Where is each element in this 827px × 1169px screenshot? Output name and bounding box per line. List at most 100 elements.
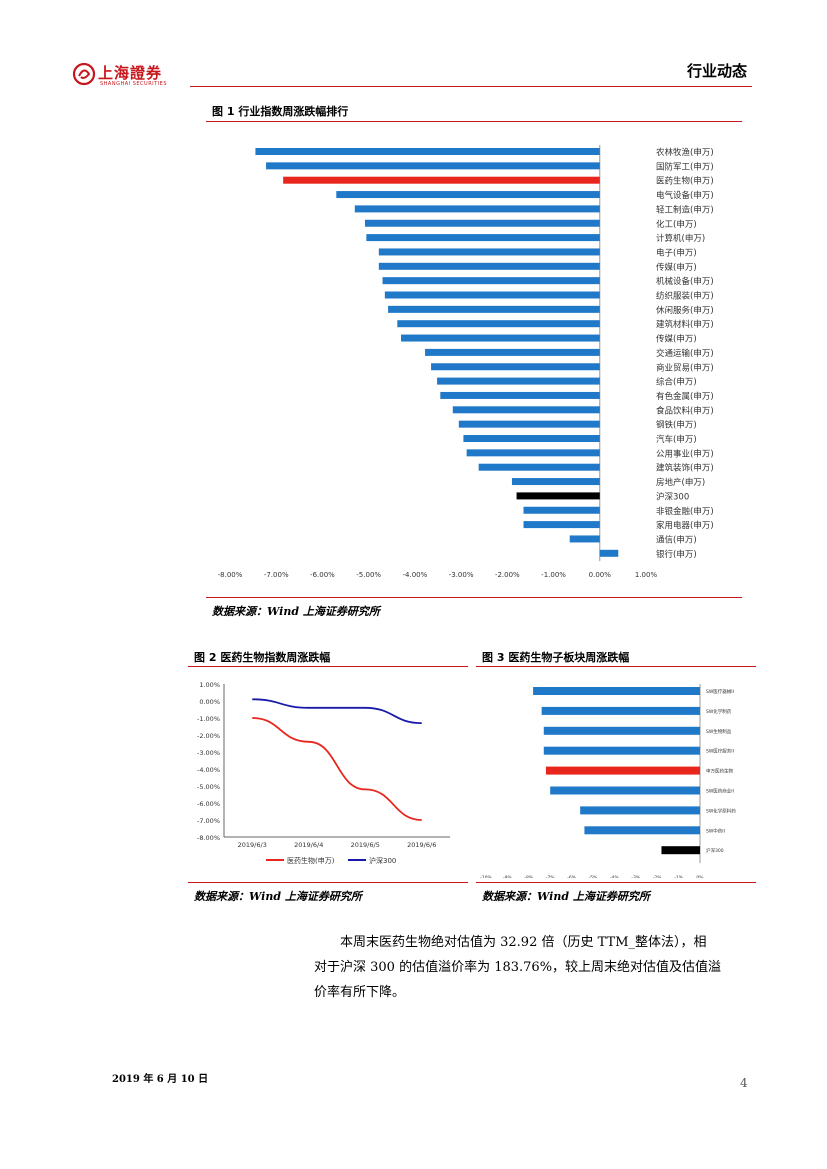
body-line-2: 对于沪深 300 的估值溢价率为 183.76%，较上周末绝对估值及估值溢 — [314, 960, 722, 975]
y-tick-label-5: -4.00% — [197, 766, 220, 774]
x-tick-label-2: 2019/6/5 — [351, 841, 380, 849]
category-label-15: 商业贸易(申万) — [656, 362, 714, 373]
x-tick-label-0: 2019/6/3 — [238, 841, 267, 849]
category-label-18: 食品饮料(申万) — [656, 405, 714, 416]
bar-17 — [440, 391, 600, 399]
x-tick-label-9: 1.00% — [635, 571, 658, 579]
figure1-source: 数据来源：Wind 上海证券研究所 — [212, 605, 380, 618]
category-label-27: 通信(申万) — [656, 534, 697, 545]
x-tick-label-8: -2% — [653, 875, 662, 878]
category-label-1: SW化学制药 — [706, 708, 732, 715]
logo-emblem-icon — [72, 62, 96, 86]
category-label-2: 医药生物(申万) — [656, 176, 714, 187]
figure3-top-rule — [476, 666, 756, 667]
bar-27 — [569, 535, 600, 543]
bar-5 — [364, 219, 600, 227]
x-tick-label-1: -9% — [503, 875, 512, 878]
bar-0 — [255, 148, 600, 155]
x-tick-label-10: 0% — [696, 875, 704, 878]
x-tick-label-1: -7.00% — [264, 571, 289, 579]
bar-24 — [516, 492, 600, 500]
y-tick-label-8: -7.00% — [197, 817, 220, 825]
bar-4 — [354, 205, 600, 213]
bar-20 — [463, 435, 600, 442]
category-label-25: 非银金融(申万) — [656, 506, 714, 517]
category-label-23: 房地产(申万) — [656, 477, 705, 488]
x-tick-label-6: -2.00% — [495, 571, 520, 579]
x-tick-label-0: -10% — [480, 875, 492, 878]
y-tick-label-2: -1.00% — [197, 715, 220, 723]
legend-label-0: 医药生物(申万) — [287, 856, 335, 865]
bar-2 — [283, 176, 600, 184]
x-tick-label-8: 0.00% — [589, 571, 612, 579]
x-tick-label-1: 2019/6/4 — [294, 841, 323, 849]
x-tick-label-2: -8% — [524, 875, 533, 878]
figure2-top-rule — [188, 666, 468, 667]
figure3-source: 数据来源：Wind 上海证券研究所 — [482, 890, 650, 903]
series-line-0 — [252, 717, 422, 821]
category-label-8: 传媒(申万) — [656, 262, 697, 273]
category-label-21: 公用事业(申万) — [656, 448, 714, 459]
category-label-26: 家用电器(申万) — [656, 520, 714, 531]
bar-5 — [550, 786, 700, 795]
figure3-bottom-rule — [476, 882, 756, 883]
bar-1 — [266, 162, 600, 170]
category-label-11: 休闲服务(申万) — [656, 305, 714, 316]
figure1-top-rule — [206, 121, 742, 122]
bar-21 — [466, 449, 600, 457]
figure1-title: 图 1 行业指数周涨跌幅排行 — [212, 105, 349, 118]
x-tick-label-7: -3% — [631, 875, 640, 878]
x-tick-label-3: -7% — [546, 875, 555, 878]
bar-3 — [543, 746, 700, 755]
bar-13 — [401, 334, 600, 342]
category-label-6: SW化学原料药 — [706, 807, 736, 814]
y-tick-label-4: -3.00% — [197, 749, 220, 757]
category-label-0: 农林牧渔(申万) — [656, 147, 714, 158]
logo-text: 上海證券 — [98, 64, 163, 82]
figure1-bottom-rule — [206, 597, 742, 598]
x-tick-label-0: -8.00% — [218, 571, 243, 579]
bar-8 — [661, 846, 700, 855]
bar-10 — [384, 291, 600, 299]
figure2-bottom-rule — [188, 882, 468, 883]
category-label-12: 建筑材料(申万) — [656, 319, 714, 330]
bar-8 — [378, 262, 600, 270]
bar-18 — [452, 406, 600, 414]
figure2-line-chart: 1.00% 0.00% -1.00% -2.00% -3.00% -4.00% -5.00%… — [197, 681, 450, 865]
bar-22 — [478, 463, 600, 471]
y-tick-label-0: 1.00% — [199, 681, 220, 689]
bar-2 — [543, 726, 700, 735]
document-section-title: 行业动态 — [686, 62, 747, 80]
category-label-13: 传媒(申万) — [656, 334, 697, 345]
legend-label-1: 沪深300 — [369, 856, 396, 865]
x-tick-label-5: -5% — [589, 875, 598, 878]
x-tick-label-4: -6% — [567, 875, 576, 878]
bar-9 — [382, 277, 600, 285]
bar-23 — [511, 478, 600, 486]
category-label-16: 综合(申万) — [656, 377, 697, 388]
bar-6 — [366, 234, 600, 242]
y-tick-label-1: 0.00% — [199, 698, 220, 706]
bar-16 — [437, 377, 600, 385]
bar-1 — [541, 706, 700, 715]
y-tick-label-9: -8.00% — [197, 834, 220, 842]
figure1-bar-chart: 农林牧渔(申万) 国防军工(申万) 医药生物(申万) 电气设备(申万) 轻工制造(申万)… — [218, 145, 714, 579]
category-label-7: 电子(申万) — [656, 247, 697, 258]
category-label-2: SW生物制品 — [706, 728, 732, 735]
bar-7 — [584, 826, 700, 835]
category-label-14: 交通运输(申万) — [656, 348, 714, 359]
x-tick-label-3: 2019/6/6 — [407, 841, 436, 849]
category-label-4: 轻工制造(申万) — [656, 204, 714, 215]
company-logo: 上海證券 SHANGHAI SECURITIES — [72, 62, 172, 88]
figure3-title: 图 3 医药生物子板块周涨跌幅 — [482, 651, 630, 664]
category-label-6: 计算机(申万) — [656, 233, 705, 244]
category-label-0: SW医疗器械II — [706, 688, 734, 695]
logo-subtitle: SHANGHAI SECURITIES — [100, 81, 168, 87]
bar-15 — [431, 363, 600, 371]
category-label-28: 银行(申万) — [656, 549, 697, 560]
bar-11 — [388, 305, 600, 313]
footer-date: 2019 年 6 月 10 日 — [112, 1074, 209, 1085]
category-label-24: 沪深300 — [656, 491, 689, 502]
category-label-4: 申万医药生物 — [706, 768, 733, 775]
category-label-22: 建筑装饰(申万) — [656, 463, 714, 474]
